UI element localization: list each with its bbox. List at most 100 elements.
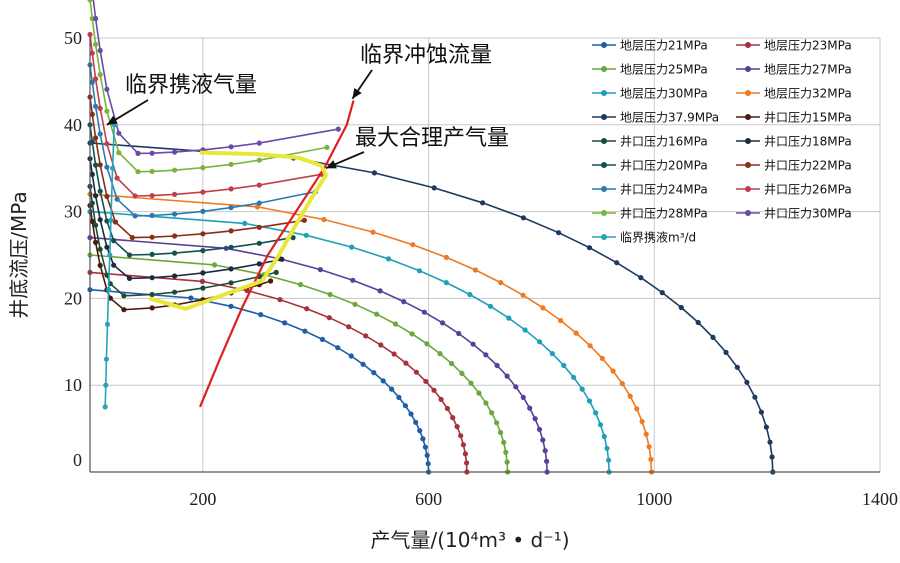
data-point xyxy=(304,306,310,312)
data-point xyxy=(377,288,383,294)
data-point xyxy=(424,452,430,458)
overlay-最大合理产气量 xyxy=(148,150,328,311)
legend-item: 地层压力21MPa xyxy=(592,39,708,53)
data-point xyxy=(172,191,178,197)
data-point xyxy=(350,277,356,283)
data-point xyxy=(532,416,538,422)
data-point xyxy=(149,305,155,311)
data-point xyxy=(374,311,380,317)
data-point xyxy=(483,400,489,406)
data-point xyxy=(121,307,127,313)
y-tick-label: 40 xyxy=(64,115,82,135)
data-point xyxy=(389,386,395,392)
data-point xyxy=(324,144,330,150)
legend-swatch-marker xyxy=(745,138,751,144)
data-point xyxy=(93,239,99,245)
series-line xyxy=(89,288,430,473)
data-point xyxy=(659,290,665,296)
data-point xyxy=(228,144,234,150)
data-point xyxy=(135,169,141,175)
annotation-label: 最大合理产气量 xyxy=(355,126,509,151)
legend-label: 井口压力15MPa xyxy=(764,111,852,125)
data-point xyxy=(317,267,323,273)
data-point xyxy=(228,244,234,250)
legend-item: 临界携液m³/d xyxy=(592,230,696,245)
data-point xyxy=(520,394,526,400)
series-地层压力30MPa xyxy=(87,209,612,475)
data-point xyxy=(763,424,770,430)
data-point xyxy=(423,378,429,384)
data-point xyxy=(256,240,262,246)
data-point xyxy=(211,262,218,268)
y-tick-label: 30 xyxy=(64,202,82,222)
data-point xyxy=(371,370,377,376)
legend-swatch-marker xyxy=(745,90,751,96)
series-地层压力21MPa xyxy=(87,287,432,475)
data-point xyxy=(385,256,392,262)
data-point xyxy=(769,454,775,460)
data-point xyxy=(199,278,205,284)
y-tick-label: 20 xyxy=(64,288,82,308)
data-point xyxy=(346,324,352,330)
data-point xyxy=(256,140,262,146)
y-tick-label: 0 xyxy=(73,450,82,470)
data-point xyxy=(121,293,127,299)
legend-swatch-marker xyxy=(601,114,607,120)
legend-label: 地层压力27MPa xyxy=(764,63,852,77)
y-tick-label: 10 xyxy=(64,375,82,395)
data-point xyxy=(646,444,652,450)
data-point xyxy=(97,246,103,252)
legend-item: 地层压力23MPa xyxy=(736,39,852,53)
data-point xyxy=(93,76,99,82)
data-point xyxy=(549,351,556,357)
data-point xyxy=(172,273,178,279)
data-point xyxy=(402,403,408,409)
legend-swatch-marker xyxy=(745,42,751,48)
data-point xyxy=(513,384,519,390)
data-point xyxy=(97,262,103,268)
legend-item: 地层压力37.9MPa xyxy=(592,111,719,125)
legend-item: 地层压力30MPa xyxy=(592,87,708,101)
data-point xyxy=(104,141,110,147)
legend-label: 地层压力30MPa xyxy=(620,87,708,101)
data-point xyxy=(297,282,304,288)
data-point xyxy=(752,394,758,400)
data-point xyxy=(228,161,234,167)
data-point xyxy=(360,361,366,367)
data-point xyxy=(391,351,397,357)
legend-label: 井口压力22MPa xyxy=(764,159,852,173)
data-point xyxy=(413,419,419,425)
data-point xyxy=(242,220,248,226)
data-point xyxy=(606,457,612,463)
data-point xyxy=(149,251,155,257)
data-point xyxy=(610,368,616,374)
legend-label: 井口压力16MPa xyxy=(620,135,708,149)
data-point xyxy=(352,301,358,307)
annotation-arrowhead xyxy=(325,160,337,169)
data-point xyxy=(506,315,512,321)
legend-item: 地层压力25MPa xyxy=(592,63,708,77)
data-point xyxy=(503,449,509,455)
legend-item: 井口压力16MPa xyxy=(592,135,708,149)
data-point xyxy=(520,215,527,221)
y-axis-title: 井底流压/MPa xyxy=(7,191,31,318)
data-point xyxy=(200,248,206,254)
data-point xyxy=(149,168,155,174)
series-井口压力20MPa xyxy=(87,122,296,258)
series-井口压力22MPa xyxy=(87,94,307,241)
data-point xyxy=(695,319,701,326)
data-point xyxy=(758,409,765,415)
data-point xyxy=(89,139,95,145)
data-point xyxy=(487,303,494,309)
data-point xyxy=(116,130,122,136)
legend-item: 地层压力32MPa xyxy=(736,87,852,101)
axes: 0 10 20 30 40 50 200 600 1000 1400 xyxy=(64,28,898,509)
series-line xyxy=(89,236,548,473)
series-井口压力26MPa xyxy=(87,31,324,199)
data-point xyxy=(104,244,110,250)
series-地层压力23MPa xyxy=(87,269,470,475)
legend-item: 井口压力30MPa xyxy=(736,207,852,221)
data-point xyxy=(459,370,465,376)
data-point xyxy=(349,244,355,250)
